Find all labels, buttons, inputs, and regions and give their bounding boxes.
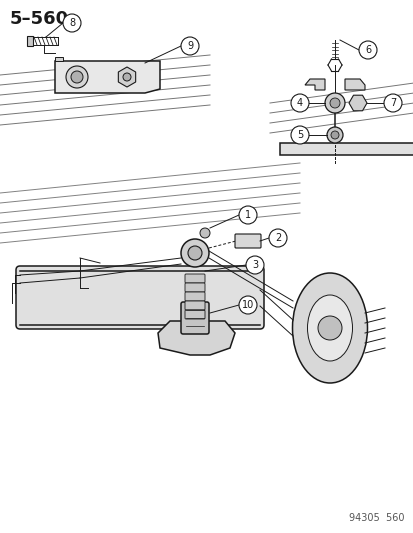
FancyBboxPatch shape bbox=[185, 274, 204, 283]
Text: 5: 5 bbox=[296, 130, 302, 140]
Circle shape bbox=[383, 94, 401, 112]
Circle shape bbox=[199, 228, 209, 238]
FancyBboxPatch shape bbox=[185, 301, 204, 310]
FancyBboxPatch shape bbox=[185, 292, 204, 301]
Circle shape bbox=[358, 41, 376, 59]
Circle shape bbox=[188, 246, 202, 260]
Ellipse shape bbox=[292, 273, 367, 383]
Polygon shape bbox=[158, 321, 235, 355]
FancyBboxPatch shape bbox=[16, 266, 263, 329]
Circle shape bbox=[238, 206, 256, 224]
FancyBboxPatch shape bbox=[185, 283, 204, 292]
Polygon shape bbox=[27, 36, 33, 46]
Circle shape bbox=[66, 66, 88, 88]
Text: 4: 4 bbox=[296, 98, 302, 108]
Polygon shape bbox=[344, 79, 364, 90]
Polygon shape bbox=[118, 67, 135, 87]
FancyBboxPatch shape bbox=[235, 234, 260, 248]
Polygon shape bbox=[304, 79, 324, 90]
Text: 9: 9 bbox=[187, 41, 192, 51]
Circle shape bbox=[329, 98, 339, 108]
Circle shape bbox=[71, 71, 83, 83]
Text: 2: 2 bbox=[274, 233, 280, 243]
Circle shape bbox=[63, 14, 81, 32]
Text: 94305  560: 94305 560 bbox=[349, 513, 404, 523]
Circle shape bbox=[245, 256, 263, 274]
Text: 7: 7 bbox=[389, 98, 395, 108]
Circle shape bbox=[180, 37, 199, 55]
Text: 1: 1 bbox=[244, 210, 250, 220]
Text: 3: 3 bbox=[252, 260, 257, 270]
Circle shape bbox=[238, 296, 256, 314]
Polygon shape bbox=[279, 143, 413, 155]
FancyBboxPatch shape bbox=[185, 310, 204, 319]
Polygon shape bbox=[55, 61, 159, 93]
Ellipse shape bbox=[307, 295, 351, 361]
Circle shape bbox=[330, 131, 338, 139]
Text: 5–560: 5–560 bbox=[10, 10, 69, 28]
Circle shape bbox=[180, 239, 209, 267]
Text: 10: 10 bbox=[241, 300, 254, 310]
Text: 6: 6 bbox=[364, 45, 370, 55]
Circle shape bbox=[290, 126, 308, 144]
FancyBboxPatch shape bbox=[180, 302, 209, 334]
Circle shape bbox=[290, 94, 308, 112]
Text: 8: 8 bbox=[69, 18, 75, 28]
Circle shape bbox=[268, 229, 286, 247]
Circle shape bbox=[123, 73, 131, 81]
Circle shape bbox=[324, 93, 344, 113]
Polygon shape bbox=[55, 57, 63, 61]
Circle shape bbox=[317, 316, 341, 340]
Polygon shape bbox=[348, 95, 366, 111]
Circle shape bbox=[326, 127, 342, 143]
